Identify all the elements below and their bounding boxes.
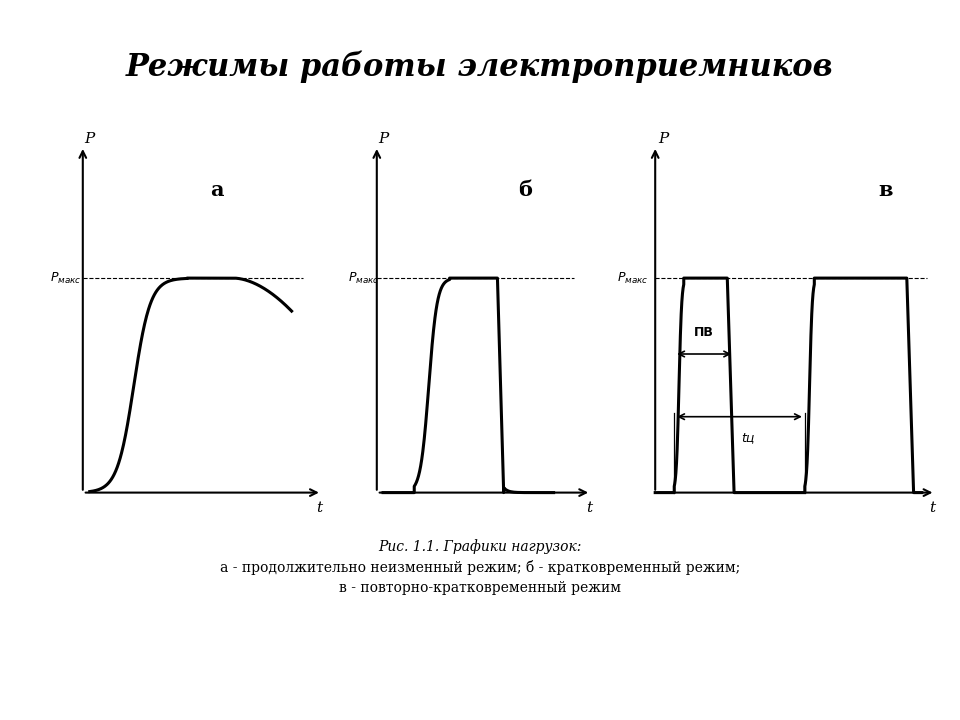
Text: P: P [378,132,388,145]
Text: P: P [84,132,95,145]
Text: t: t [317,501,323,516]
Text: $P_{\mathit{макс}}$: $P_{\mathit{макс}}$ [348,271,379,286]
Text: $P_{\mathit{макс}}$: $P_{\mathit{макс}}$ [50,271,82,286]
Text: а - продолжительно неизменный режим; б - кратковременный режим;: а - продолжительно неизменный режим; б -… [220,560,740,575]
Text: Режимы работы электроприемников: Режимы работы электроприемников [126,50,834,83]
Text: б: б [518,179,532,199]
Text: в: в [878,179,893,199]
Text: ПВ: ПВ [694,326,714,339]
Text: $P_{\mathit{макс}}$: $P_{\mathit{макс}}$ [617,271,649,286]
Text: t: t [929,501,936,516]
Text: t: t [586,501,592,516]
Text: P: P [659,132,668,145]
Text: tц: tц [741,431,755,444]
Text: а: а [210,179,224,199]
Text: в - повторно-кратковременный режим: в - повторно-кратковременный режим [339,581,621,595]
Text: Рис. 1.1. Графики нагрузок:: Рис. 1.1. Графики нагрузок: [378,539,582,554]
